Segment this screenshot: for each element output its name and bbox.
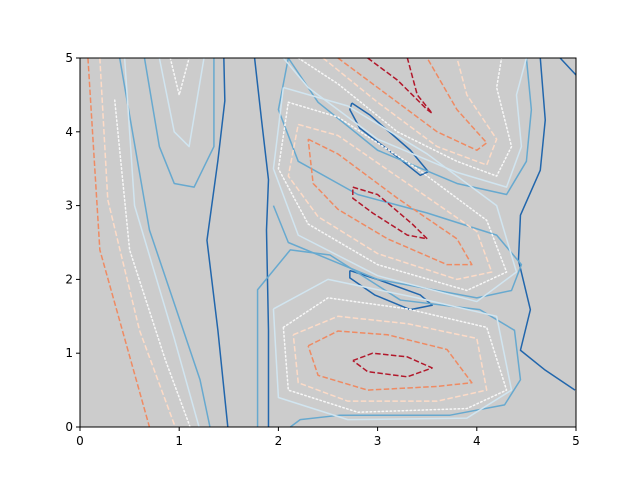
contour-line [113,99,191,428]
contour-line [272,86,518,303]
contour-line [206,57,229,428]
contour-line [143,57,215,188]
contour-line [352,186,428,240]
contour-line [256,249,522,428]
plot-background [80,58,576,427]
x-tick-label: 5 [572,434,580,448]
y-tick-label: 5 [65,51,73,65]
contour-line [287,123,493,281]
contour-line [307,138,473,266]
contour-line [282,297,508,413]
x-tick-label: 3 [374,434,382,448]
x-tick-label: 2 [275,434,283,448]
contour-line [352,352,433,378]
contour-line [337,57,488,151]
x-tick-label: 0 [76,434,84,448]
contour-line [272,57,523,299]
contour-line [99,57,176,428]
contour-line [123,57,200,428]
y-tick-label: 3 [65,199,73,213]
contour-line [297,57,513,177]
contour-line [349,269,433,311]
contour-line [253,57,270,427]
contour-line [282,57,528,188]
plot-frame [79,57,577,428]
y-tick-label: 1 [65,346,73,360]
contour-line [158,57,205,148]
contour-line [169,57,190,96]
contour-line [367,57,433,115]
contour-line [87,57,151,428]
x-tick-label: 1 [175,434,183,448]
y-tick-label: 4 [65,125,73,139]
y-tick-label: 0 [65,420,73,434]
y-tick-label: 2 [65,272,73,286]
contour-line [118,57,211,428]
contour-line [272,278,513,421]
contour-line [287,57,533,196]
contour-line [559,57,577,76]
x-tick-label: 4 [473,434,481,448]
contour-line [292,315,488,402]
contour-line [322,57,498,166]
contour-line [277,101,508,292]
contour-line [307,330,473,391]
